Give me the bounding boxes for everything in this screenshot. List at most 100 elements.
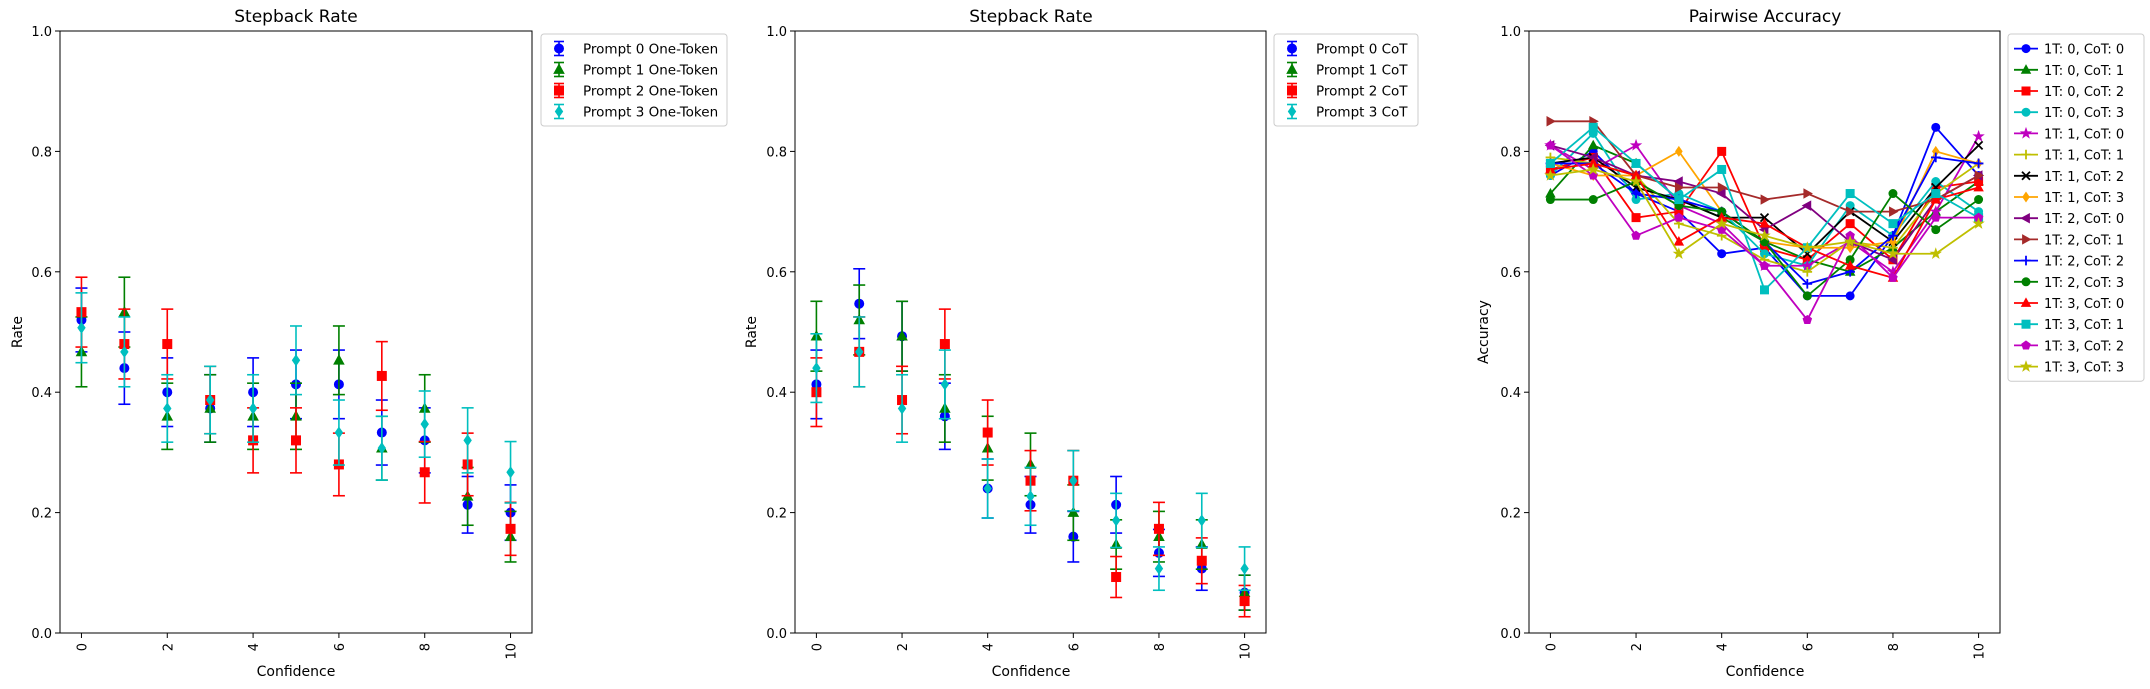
x-tick-label: 8	[1887, 643, 1902, 651]
legend-marker	[2020, 297, 2032, 307]
legend-item: 1T: 2, CoT: 0	[2014, 212, 2124, 227]
data-point	[1717, 249, 1727, 259]
data-point	[1026, 490, 1035, 503]
legend-label: 1T: 1, CoT: 0	[2044, 127, 2124, 142]
data-point	[983, 482, 992, 495]
data-point	[1544, 168, 1557, 181]
legend-item: 1T: 1, CoT: 0	[2014, 126, 2124, 142]
data-point	[1587, 162, 1600, 175]
legend-box	[540, 33, 728, 127]
data-point	[1759, 260, 1770, 270]
x-tick-label: 10	[505, 643, 520, 660]
data-point	[1717, 146, 1727, 156]
legend-marker	[2021, 44, 2031, 54]
data-point	[1973, 181, 1984, 192]
data-point	[1631, 230, 1641, 240]
legend-marker	[2020, 64, 2032, 74]
data-point	[1111, 514, 1121, 527]
legend-item: Prompt 1 CoT	[1286, 61, 1408, 79]
data-point	[1631, 188, 1641, 199]
legend-item: 1T: 1, CoT: 3	[2014, 191, 2124, 206]
legend-label: Prompt 0 CoT	[1316, 42, 1408, 58]
data-point	[1067, 506, 1080, 517]
chart-1-title: Stepback Rate	[234, 7, 358, 27]
chart-1-xlabel: Confidence	[257, 664, 336, 680]
data-point	[1717, 164, 1727, 174]
data-point	[1111, 572, 1122, 583]
x-tick-label: 6	[333, 643, 348, 651]
legend-box	[1273, 33, 1419, 127]
x-tick-label: 10	[1239, 643, 1254, 660]
data-point	[1673, 176, 1683, 187]
data-point	[1674, 182, 1685, 193]
chart-stepback-one-token: Stepback Rate Confidence Rate 0.00.20.40…	[10, 7, 728, 680]
data-point	[1802, 314, 1813, 325]
x-tick-label: 4	[1716, 643, 1731, 651]
data-point	[1760, 194, 1771, 205]
y-tick-label: 0.4	[766, 386, 787, 401]
legend-marker	[2021, 149, 2031, 160]
data-point	[1760, 285, 1769, 295]
legend-marker	[1287, 105, 1297, 118]
data-point	[506, 466, 515, 479]
y-tick-label: 0.6	[766, 266, 787, 281]
legend-item: 1T: 2, CoT: 3	[2014, 276, 2124, 291]
data-point	[1846, 206, 1856, 217]
data-point	[1974, 170, 1985, 181]
legend-item: 1T: 3, CoT: 2	[2014, 339, 2124, 354]
x-tick-label: 0	[75, 643, 90, 651]
data-point	[1931, 122, 1941, 132]
chart-2-ylabel: Rate	[744, 316, 760, 348]
data-point	[1675, 145, 1683, 157]
chart-3-xlabel: Confidence	[1726, 664, 1805, 680]
y-tick-label: 0.2	[1500, 507, 1521, 522]
legend-item: 1T: 3, CoT: 1	[2014, 318, 2124, 333]
legend-item: 1T: 0, CoT: 2	[2014, 85, 2124, 100]
legend-label: Prompt 0 One-Token	[583, 42, 718, 58]
legend-label: Prompt 1 CoT	[1316, 63, 1408, 79]
x-tick-label: 0	[1544, 643, 1559, 651]
legend-label: 1T: 2, CoT: 1	[2044, 233, 2124, 248]
data-point	[1716, 188, 1726, 199]
legend-label: 1T: 0, CoT: 1	[2044, 64, 2124, 79]
x-tick-label: 6	[1801, 643, 1816, 651]
data-point	[1802, 279, 1813, 289]
legend-item: 1T: 1, CoT: 1	[2014, 149, 2124, 164]
legend-label: Prompt 2 CoT	[1316, 84, 1408, 100]
legend-label: 1T: 1, CoT: 3	[2044, 191, 2124, 206]
chart-1-ylabel: Rate	[10, 316, 26, 348]
data-point	[205, 393, 215, 407]
x-tick-label: 10	[1973, 643, 1988, 660]
y-tick-label: 0.8	[766, 145, 787, 160]
data-point	[1715, 217, 1728, 229]
data-point	[291, 435, 301, 446]
y-tick-label: 0.6	[31, 266, 52, 281]
data-point	[377, 442, 387, 455]
data-point	[1672, 247, 1686, 260]
legend-box	[2007, 33, 2145, 382]
legend-marker	[2021, 86, 2031, 96]
legend-marker	[554, 105, 564, 118]
x-tick-label: 2	[896, 643, 911, 651]
data-point	[1974, 195, 1984, 205]
legend-label: 1T: 1, CoT: 2	[2044, 170, 2124, 185]
x-tick-label: 8	[419, 643, 434, 651]
chart-pairwise-accuracy: Pairwise Accuracy Confidence Accuracy 0.…	[1476, 7, 2145, 680]
legend-label: 1T: 3, CoT: 3	[2044, 361, 2124, 376]
legend-marker	[2021, 107, 2031, 117]
data-point	[248, 402, 258, 415]
data-point	[896, 330, 908, 341]
data-point	[1629, 174, 1643, 187]
y-tick-label: 1.0	[1500, 25, 1521, 40]
chart-2-title: Stepback Rate	[969, 7, 1093, 27]
legend: Prompt 0 One-Token Prompt 1 One-Token Prom…	[540, 33, 728, 127]
legend-marker	[554, 85, 564, 96]
data-point	[1674, 195, 1684, 205]
data-point	[1240, 562, 1249, 575]
data-point	[1587, 139, 1599, 150]
data-point	[1931, 177, 1941, 186]
data-point	[1929, 247, 1942, 260]
data-point	[1888, 189, 1898, 199]
data-point	[1759, 212, 1770, 223]
